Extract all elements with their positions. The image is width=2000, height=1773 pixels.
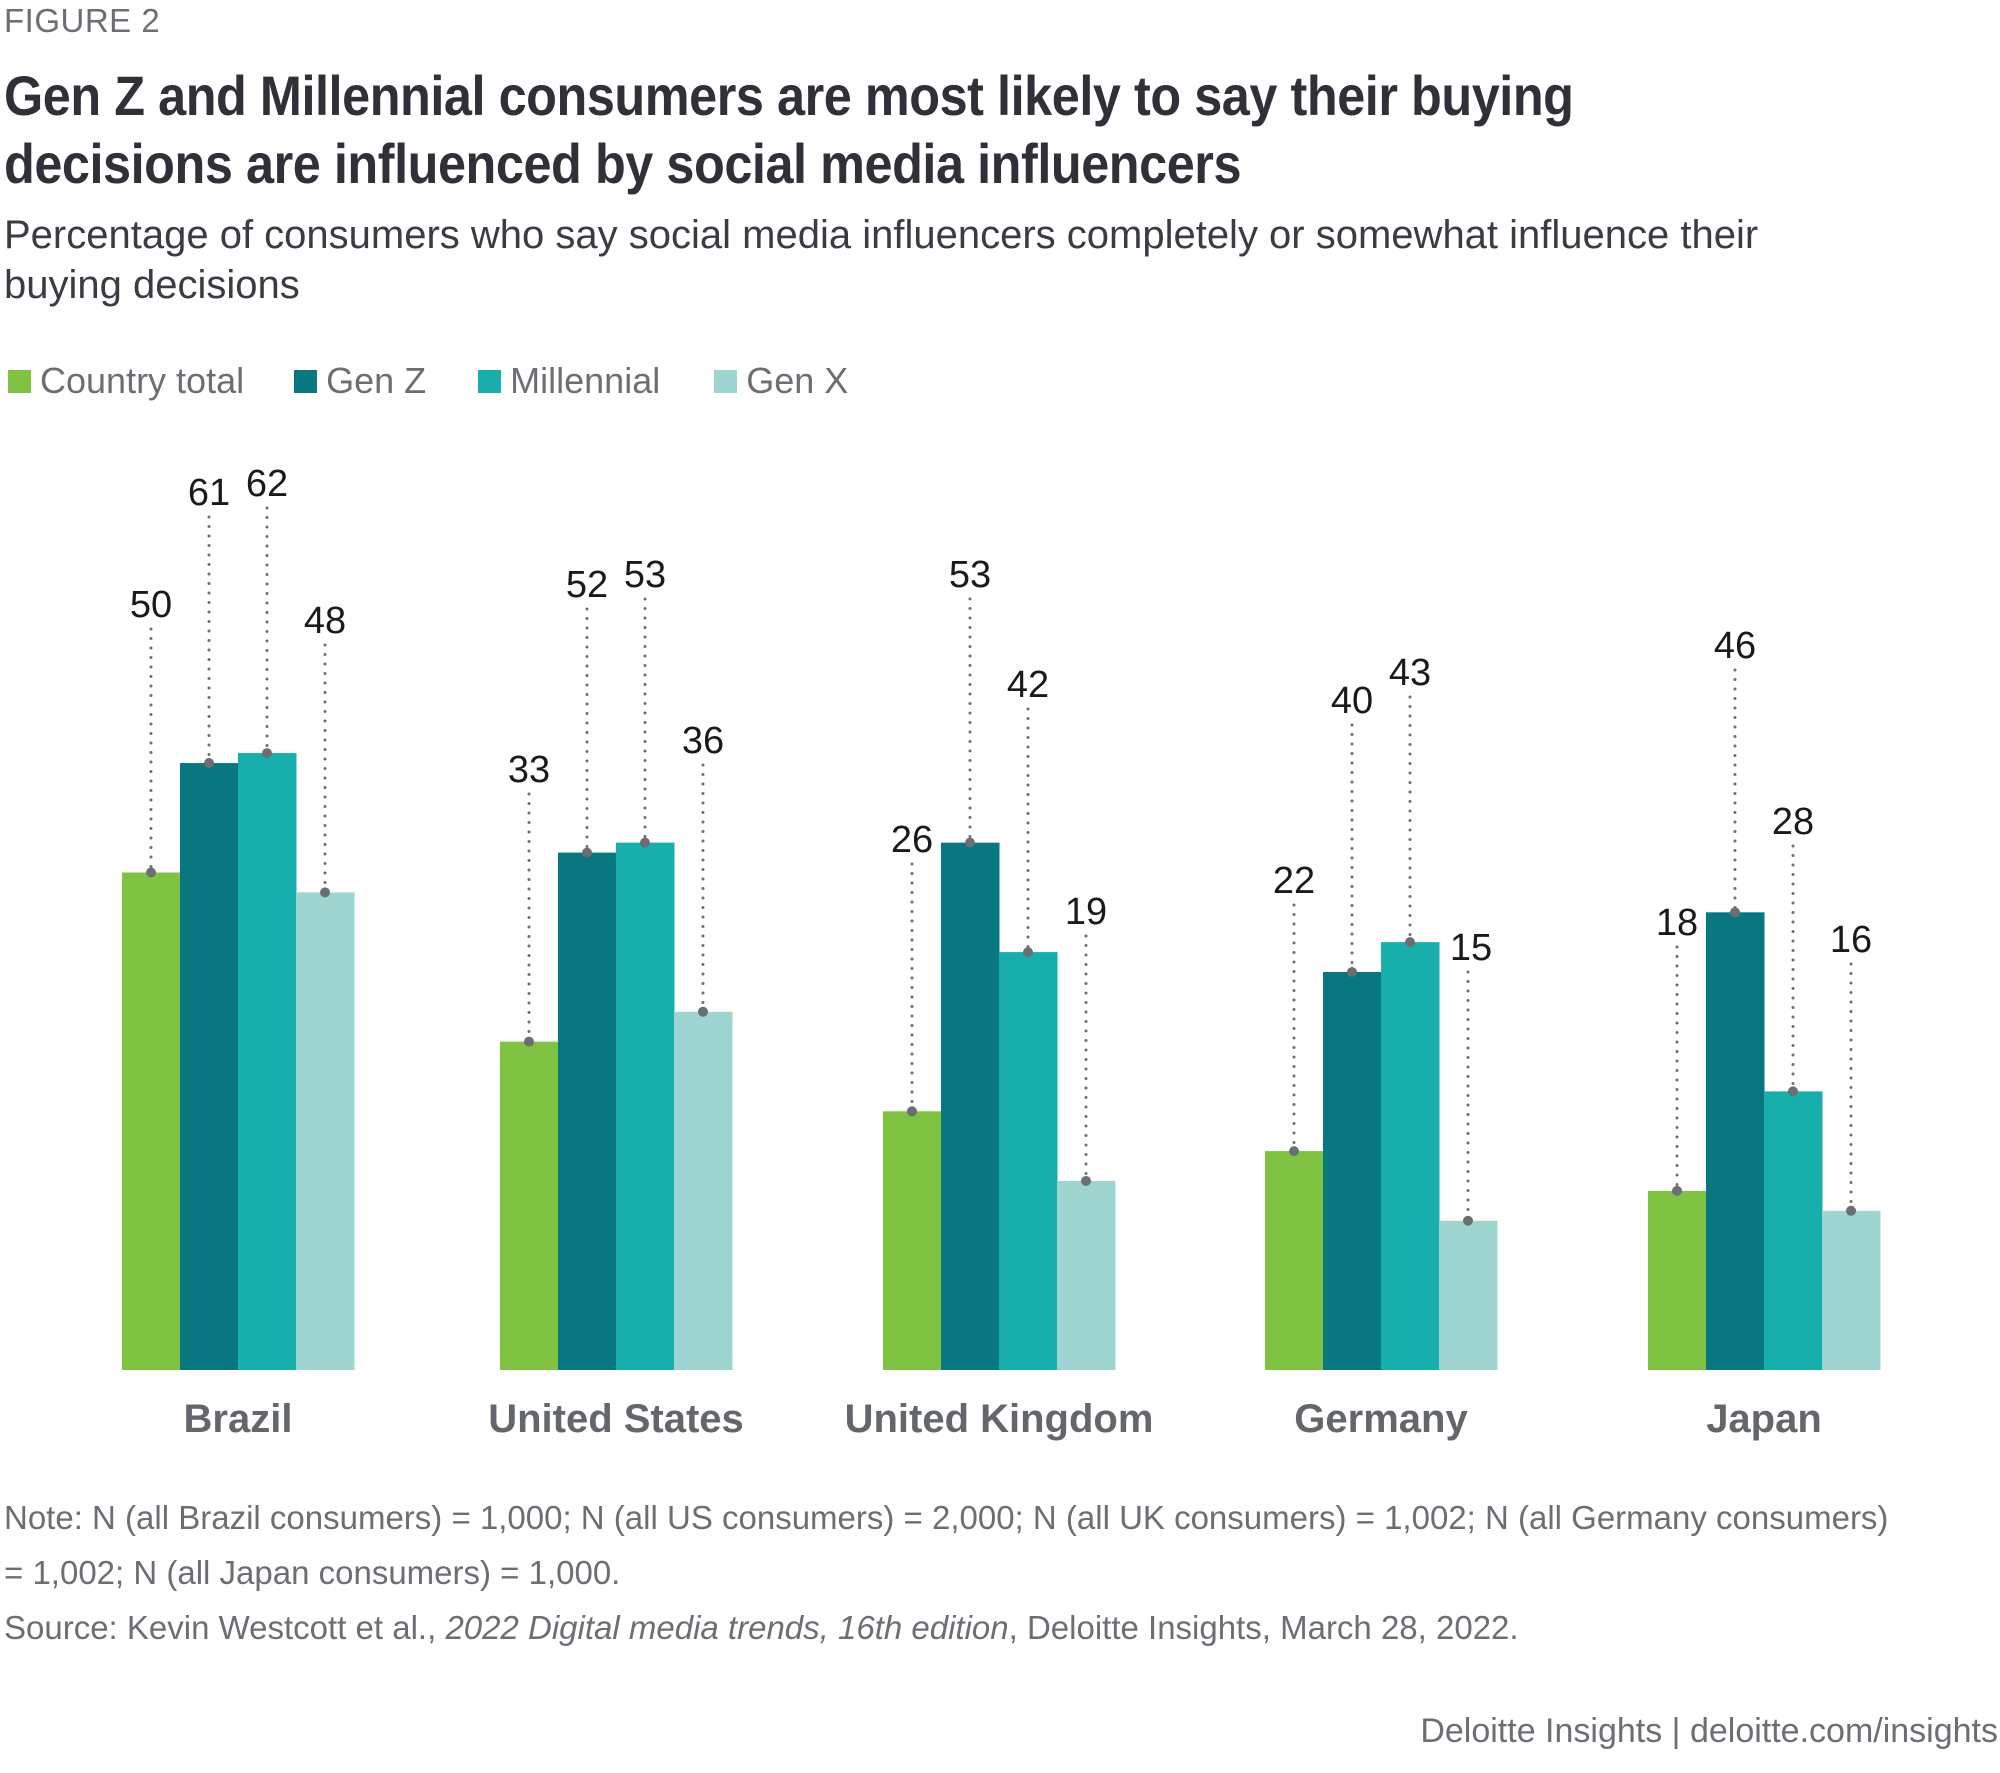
bar-value-label: 52 <box>566 564 608 606</box>
bar-country-total <box>1648 1190 1707 1370</box>
bar-value-label: 61 <box>188 472 230 514</box>
chart-subtitle: Percentage of consumers who say social m… <box>4 213 1759 307</box>
value-marker-dot <box>1463 1215 1473 1226</box>
source-publication: 2022 Digital media trends, 16th edition <box>445 1609 1009 1646</box>
bar-gen-z <box>180 763 239 1370</box>
legend-swatch <box>714 369 738 393</box>
value-marker-dot <box>582 847 592 858</box>
bar-chart: 50 61 62 48 Brazil 33 52 53 36 United States 26 53 4… <box>122 463 1881 1441</box>
bar-gen-x <box>674 1011 733 1370</box>
bar-value-label: 40 <box>1331 680 1373 722</box>
bar-gen-z <box>1706 912 1765 1370</box>
bar-country-total <box>122 872 181 1370</box>
bar-country-total <box>883 1111 942 1370</box>
value-marker-dot <box>698 1006 708 1017</box>
chart-title: Gen Z and Millennial consumers are most … <box>4 64 1574 195</box>
bar-value-label: 50 <box>130 584 172 626</box>
value-marker-dot <box>320 887 330 898</box>
legend-item-millennial: Millennial <box>478 360 660 402</box>
bar-value-label: 36 <box>682 720 724 762</box>
legend-label: Country total <box>40 360 245 401</box>
legend-item-country-total: Country total <box>8 360 244 402</box>
value-marker-dot <box>1405 937 1415 948</box>
footer-credit: Deloitte Insights | deloitte.com/insight… <box>1420 1712 1998 1750</box>
value-marker-dot <box>262 748 272 759</box>
category-label: Germany <box>1294 1397 1468 1441</box>
value-marker-dot <box>1788 1086 1798 1097</box>
bar-value-label: 15 <box>1450 927 1492 969</box>
bar-value-label: 18 <box>1656 902 1698 944</box>
bar-millennial <box>616 842 675 1370</box>
value-marker-dot <box>146 867 156 878</box>
bar-gen-z <box>941 842 1000 1370</box>
chart-source: Source: Kevin Westcott et al., 2022 Digi… <box>4 1600 1904 1655</box>
source-prefix: Source: Kevin Westcott et al., <box>4 1609 446 1646</box>
value-marker-dot <box>907 1106 917 1117</box>
bar-group-united-states: 33 52 53 36 <box>500 554 733 1370</box>
bar-value-label: 62 <box>246 463 288 505</box>
category-label: United Kingdom <box>845 1397 1154 1441</box>
legend-label: Gen Z <box>326 360 427 401</box>
bar-value-label: 22 <box>1273 860 1315 902</box>
bar-millennial <box>1764 1091 1823 1370</box>
value-marker-dot <box>1023 947 1033 958</box>
value-marker-dot <box>1081 1175 1091 1186</box>
category-label: Japan <box>1706 1397 1822 1441</box>
legend-label: Gen X <box>746 360 849 401</box>
value-marker-dot <box>1289 1146 1299 1157</box>
legend-item-gen-z: Gen Z <box>294 360 426 402</box>
bar-value-label: 46 <box>1714 625 1756 667</box>
bar-value-label: 16 <box>1830 919 1872 961</box>
value-marker-dot <box>965 837 975 848</box>
legend-label: Millennial <box>510 360 661 401</box>
value-marker-dot <box>204 758 214 769</box>
bar-value-label: 53 <box>949 554 991 596</box>
category-label: United States <box>488 1397 744 1441</box>
bar-gen-x <box>1057 1180 1116 1370</box>
bar-gen-z <box>558 852 617 1370</box>
bar-country-total <box>500 1041 559 1370</box>
value-marker-dot <box>1846 1205 1856 1216</box>
bar-gen-x <box>1439 1220 1498 1370</box>
bar-millennial <box>238 753 297 1370</box>
legend-swatch <box>478 369 502 393</box>
bar-group-united-kingdom: 26 53 42 19 <box>883 554 1116 1370</box>
bar-value-label: 53 <box>624 554 666 596</box>
figure-label: FIGURE 2 <box>4 2 161 39</box>
value-marker-dot <box>1672 1185 1682 1196</box>
chart-note: Note: N (all Brazil consumers) = 1,000; … <box>4 1499 1889 1591</box>
bar-gen-x <box>296 892 355 1370</box>
bar-value-label: 26 <box>891 819 933 861</box>
legend-swatch <box>8 369 31 393</box>
bar-gen-z <box>1323 972 1382 1370</box>
bar-value-label: 33 <box>508 749 550 791</box>
legend: Country total Gen Z Millennial Gen X <box>8 360 848 402</box>
bar-millennial <box>1381 942 1440 1370</box>
value-marker-dot <box>1730 907 1740 918</box>
bar-group-germany: 22 40 43 15 <box>1265 652 1498 1370</box>
value-marker-dot <box>640 837 650 848</box>
bar-value-label: 28 <box>1772 801 1814 843</box>
legend-item-gen-x: Gen X <box>714 360 848 402</box>
bar-group-brazil: 50 61 62 48 <box>122 463 355 1370</box>
bar-country-total <box>1265 1151 1324 1370</box>
bar-value-label: 42 <box>1007 664 1049 706</box>
source-suffix: , Deloitte Insights, March 28, 2022. <box>1008 1609 1519 1646</box>
bar-value-label: 43 <box>1389 652 1431 694</box>
bar-value-label: 19 <box>1065 891 1107 933</box>
value-marker-dot <box>524 1036 534 1047</box>
legend-swatch <box>294 369 318 393</box>
bar-value-label: 48 <box>304 600 346 642</box>
category-label: Brazil <box>184 1397 293 1441</box>
bar-group-japan: 18 46 28 16 <box>1648 625 1881 1370</box>
value-marker-dot <box>1347 967 1357 977</box>
bar-gen-x <box>1822 1210 1881 1370</box>
bar-millennial <box>999 952 1058 1370</box>
